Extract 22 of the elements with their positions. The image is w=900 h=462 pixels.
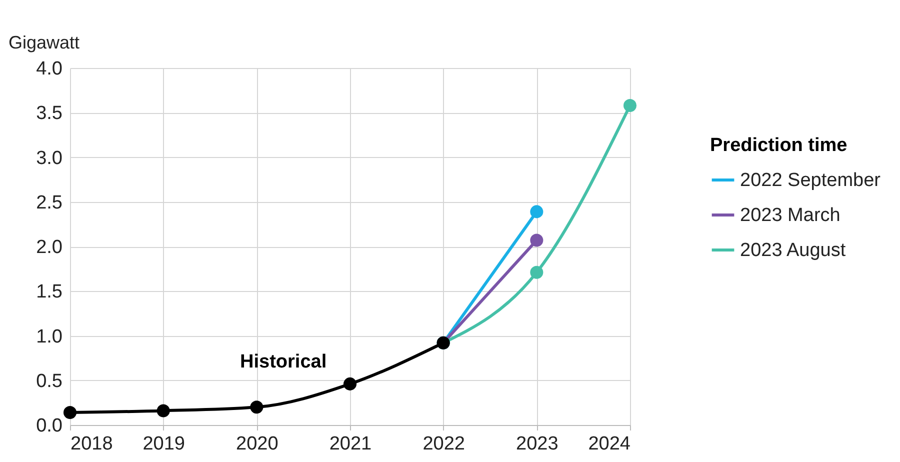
x-tick-label: 2021	[329, 434, 372, 454]
y-tick-label: 2.5	[36, 192, 62, 214]
y-axis-title: Gigawatt	[8, 32, 80, 52]
x-tick-label: 2020	[236, 434, 278, 454]
y-tick-label: 3.5	[36, 103, 62, 124]
x-tick-label: 2018	[70, 434, 113, 454]
legend-label: 2023 March	[740, 205, 840, 226]
y-tick-label: 4.0	[36, 58, 62, 80]
y-tick-label: 1.5	[36, 282, 62, 303]
x-tick-label: 2022	[422, 434, 465, 454]
y-tick-label: 1.0	[36, 326, 62, 348]
y-tick-label: 0.0	[36, 416, 62, 436]
legend-label: 2023 August	[740, 240, 846, 261]
series-label: Historical	[240, 352, 327, 373]
y-tick-label: 3.0	[36, 148, 62, 169]
y-tick-label: 2.0	[36, 237, 62, 258]
x-tick-label: 2024	[588, 434, 631, 454]
x-tick-label: 2023	[516, 434, 558, 454]
x-tick-label: 2019	[142, 434, 185, 454]
legend-label: 2022 September	[740, 170, 882, 191]
legend-title: Prediction time	[710, 135, 848, 156]
y-tick-label: 0.5	[36, 370, 62, 392]
